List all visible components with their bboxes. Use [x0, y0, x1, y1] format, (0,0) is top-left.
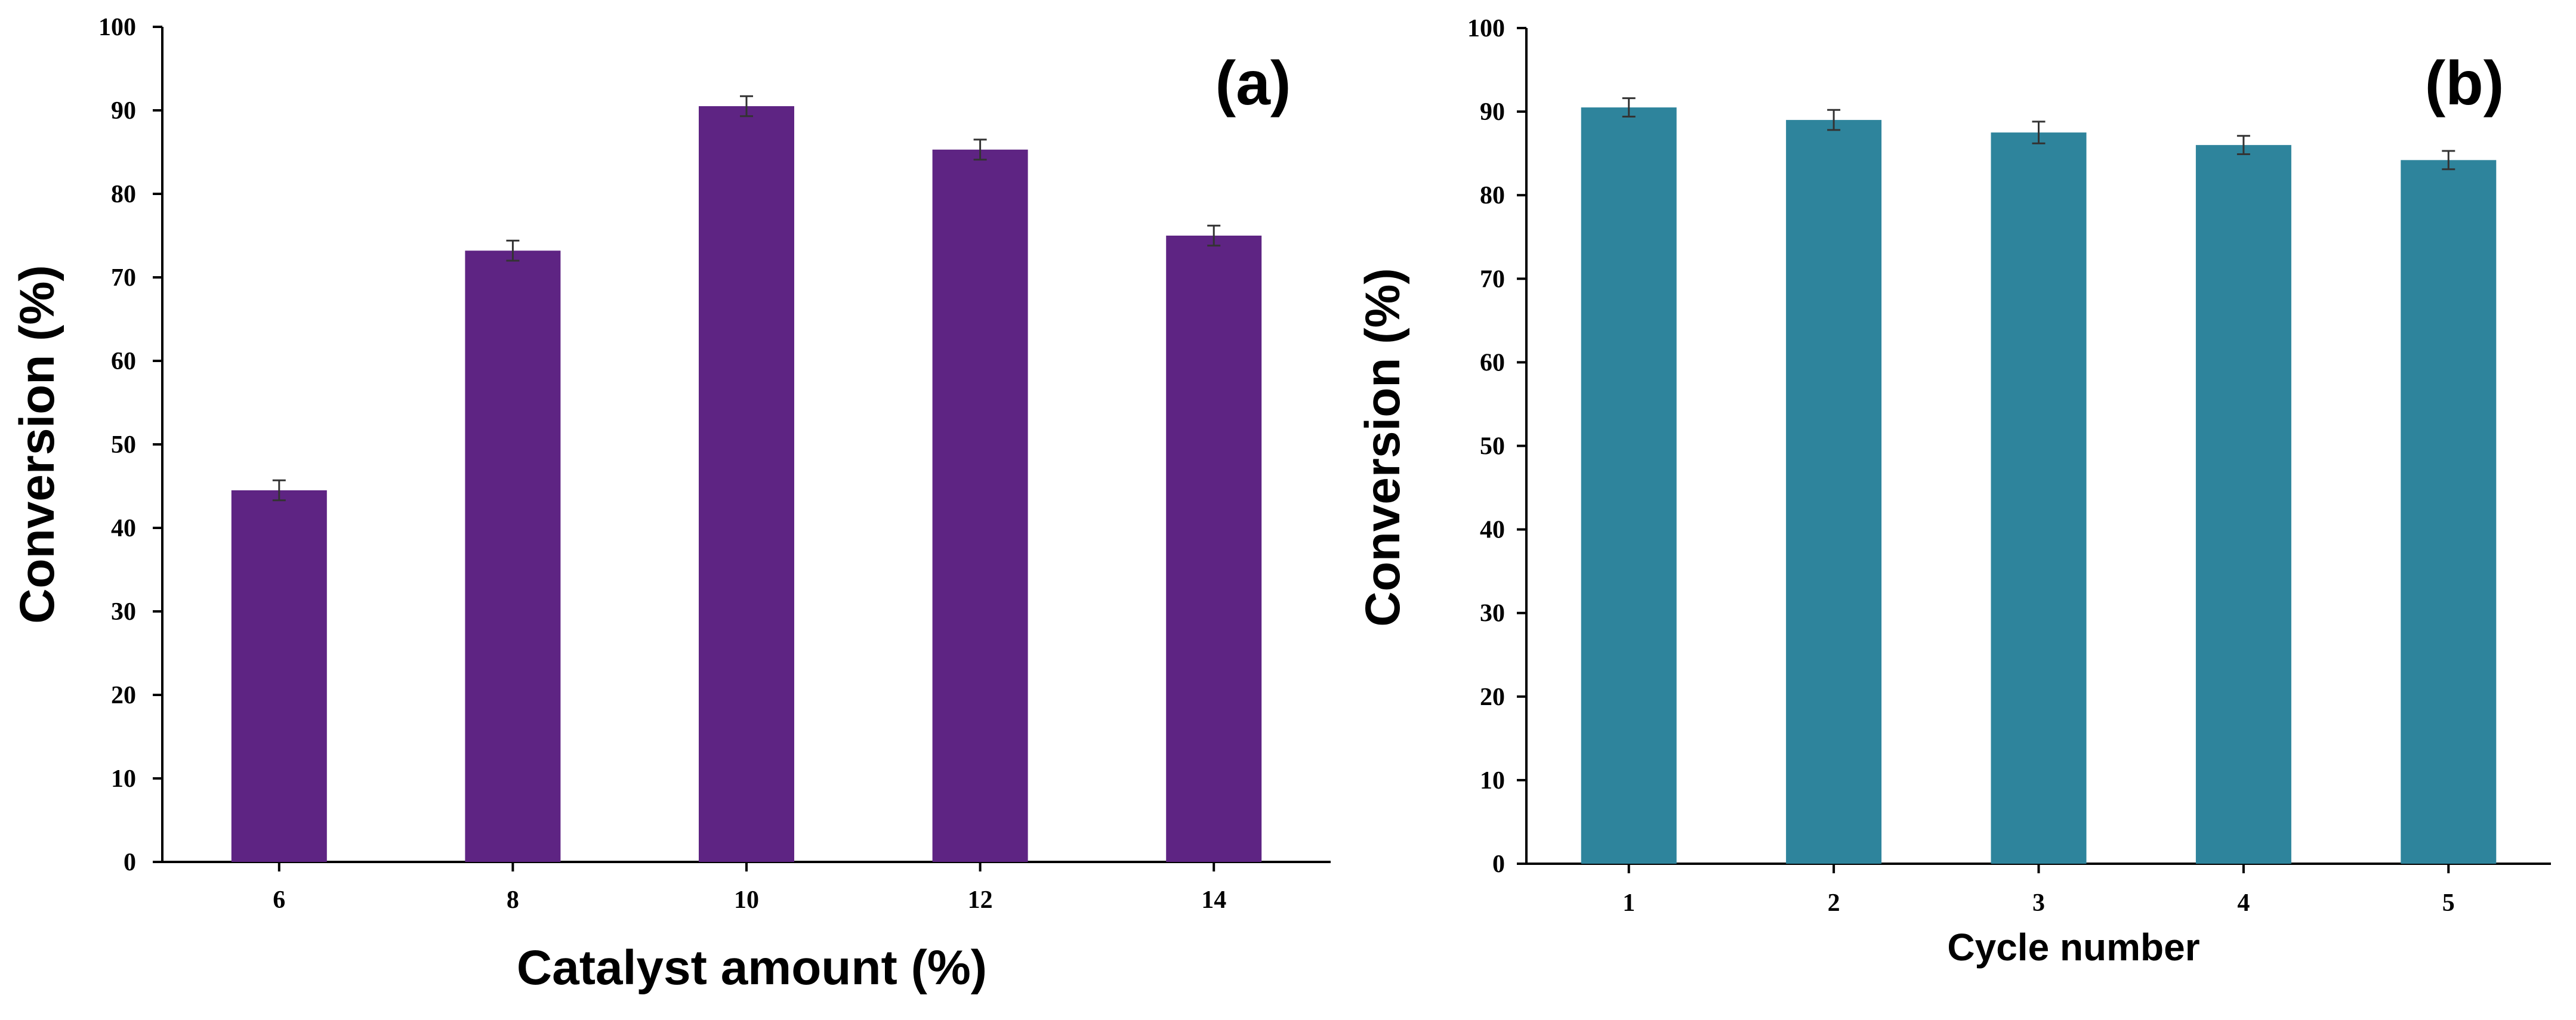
- chart-b-bar: [2401, 160, 2497, 864]
- chart-b-ylabel: Conversion (%): [1356, 268, 1410, 626]
- chart-a-y-tick-label: 50: [111, 431, 136, 459]
- chart-panel-b: Conversion (%) Cycle number (b) 0 10 20 30 4…: [1356, 15, 2551, 969]
- chart-b-x-tick-label: 3: [2032, 889, 2045, 917]
- chart-b-x-tick-label: 4: [2237, 889, 2250, 917]
- chart-b-bar: [1581, 107, 1677, 864]
- chart-a-y-tick-label: 90: [111, 97, 136, 125]
- chart-b-xlabel: Cycle number: [1947, 926, 2199, 969]
- chart-a-x-tick-label: 8: [507, 886, 519, 914]
- chart-a-y-tick-label: 60: [111, 348, 136, 375]
- chart-b-y-tick-label: 50: [1480, 433, 1505, 460]
- chart-a-xlabel: Catalyst amount (%): [517, 941, 987, 995]
- chart-a-x-tick-label: 12: [968, 886, 993, 914]
- chart-b-y-tick-label: 60: [1480, 349, 1505, 376]
- chart-b-bar: [1991, 132, 2087, 864]
- chart-b-panel-label: (b): [2425, 49, 2504, 118]
- chart-a-y-tick-label: 70: [111, 264, 136, 292]
- chart-b-x-tick-label: 5: [2442, 889, 2455, 917]
- chart-a-y-tick-label: 40: [111, 515, 136, 542]
- chart-a-x-tick-label: 14: [1201, 886, 1226, 914]
- chart-b-y-tick-label: 30: [1480, 600, 1505, 628]
- chart-a-y-tick-label: 20: [111, 682, 136, 709]
- chart-a-x-tick-label: 10: [734, 886, 759, 914]
- chart-a-ylabel: Conversion (%): [10, 265, 64, 623]
- chart-b-y-tick-label: 10: [1480, 767, 1505, 795]
- chart-a-panel-label: (a): [1215, 49, 1291, 118]
- chart-b-bar: [1786, 120, 1882, 864]
- chart-b-y-tick-label: 70: [1480, 265, 1505, 293]
- chart-b-y-tick-label: 20: [1480, 684, 1505, 711]
- chart-b-x-tick-label: 1: [1622, 889, 1635, 917]
- chart-a-bar: [1166, 236, 1262, 862]
- chart-b-y-tick-label: 90: [1480, 98, 1505, 126]
- chart-a-bar: [699, 106, 794, 862]
- chart-a-y-tick-label: 0: [124, 849, 136, 876]
- chart-b-y-tick-label: 40: [1480, 517, 1505, 544]
- chart-b-y-tick-label: 100: [1467, 15, 1505, 42]
- chart-a-x-tick-label: 6: [273, 886, 285, 914]
- chart-b-x-tick-label: 2: [1828, 889, 1840, 917]
- chart-a-y-tick-label: 10: [111, 765, 136, 793]
- chart-a-y-tick-label: 100: [98, 14, 136, 41]
- chart-b-bar: [2195, 145, 2291, 864]
- chart-a-y-tick-label: 30: [111, 598, 136, 626]
- chart-b-y-tick-label: 80: [1480, 182, 1505, 209]
- chart-b-y-tick-label: 0: [1492, 851, 1505, 878]
- chart-a-bar: [231, 490, 327, 862]
- chart-a-bar: [932, 149, 1028, 862]
- chart-a-y-tick-label: 80: [111, 181, 136, 208]
- chart-a-bar: [465, 251, 561, 863]
- chart-panel-a: Conversion (%) Catalyst amount (%) (a) 0…: [10, 14, 1331, 995]
